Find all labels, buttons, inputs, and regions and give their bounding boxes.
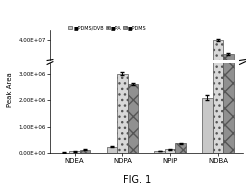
Bar [154,154,165,155]
Bar [165,154,175,155]
Bar [69,151,80,153]
Bar [165,149,175,153]
Legend: ■PDMS/DVB, ■PA, ■PDMS: ■PDMS/DVB, ■PA, ■PDMS [68,25,147,31]
Bar [128,84,138,153]
Bar [80,150,90,153]
Bar [106,147,117,153]
Bar [213,0,223,153]
Text: FIG. 1: FIG. 1 [124,175,152,185]
Bar [176,143,186,153]
Text: Peak Area: Peak Area [7,72,13,107]
Bar [223,54,234,155]
Bar [128,147,138,155]
Bar [106,154,117,155]
Bar [154,151,165,153]
Bar [69,154,80,155]
Bar [80,154,90,155]
Bar [202,149,213,155]
Bar [213,40,223,155]
Bar [202,98,213,153]
Bar [117,74,128,153]
Bar [223,0,234,153]
Bar [176,154,186,155]
Bar [117,146,128,155]
